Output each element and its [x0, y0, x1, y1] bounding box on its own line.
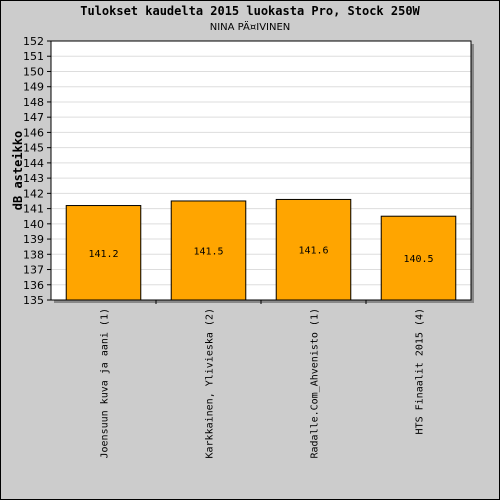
y-tick-label: 151 [23, 50, 44, 63]
y-tick-label: 140 [23, 218, 44, 231]
chart-title: Tulokset kaudelta 2015 luokasta Pro, Sto… [80, 4, 420, 18]
x-category-label: Joensuun kuva ja aani (1) [100, 308, 111, 459]
y-tick-label: 138 [23, 248, 44, 261]
y-tick-label: 135 [23, 294, 44, 307]
y-tick-label: 145 [23, 142, 44, 155]
y-tick-label: 143 [23, 172, 44, 185]
bar [170, 200, 247, 301]
y-tick-label: 150 [23, 65, 44, 78]
y-tick-label: 146 [23, 126, 44, 139]
y-tick-label: 142 [23, 187, 44, 200]
y-axis-title: dB asteikko [11, 131, 25, 210]
bar-value-label: 141.6 [298, 246, 328, 257]
y-tick-label: 137 [23, 264, 44, 277]
bar-value-label: 141.5 [193, 246, 223, 257]
plot-border [50, 40, 472, 301]
bar [380, 215, 457, 301]
y-tick-label: 149 [23, 81, 44, 94]
x-category-label: Radalle.Com_Ahvenisto (1) [310, 308, 321, 459]
bar-value-label: 141.2 [88, 249, 118, 260]
y-tick-label: 141 [23, 203, 44, 216]
bar [275, 198, 352, 301]
chart-subtitle: NINA PÄ¤IVINEN [209, 22, 291, 33]
y-tick-label: 152 [23, 35, 44, 48]
y-tick-label: 148 [23, 96, 44, 109]
x-category-label: HTS Finaalit 2015 (4) [415, 308, 426, 434]
y-tick-label: 144 [23, 157, 44, 170]
y-tick-label: 139 [23, 233, 44, 246]
bar-value-label: 140.5 [403, 254, 433, 265]
y-tick-label: 136 [23, 279, 44, 292]
y-tick-label: 147 [23, 111, 44, 124]
x-category-label: Karkkainen, Ylivieska (2) [205, 308, 216, 459]
